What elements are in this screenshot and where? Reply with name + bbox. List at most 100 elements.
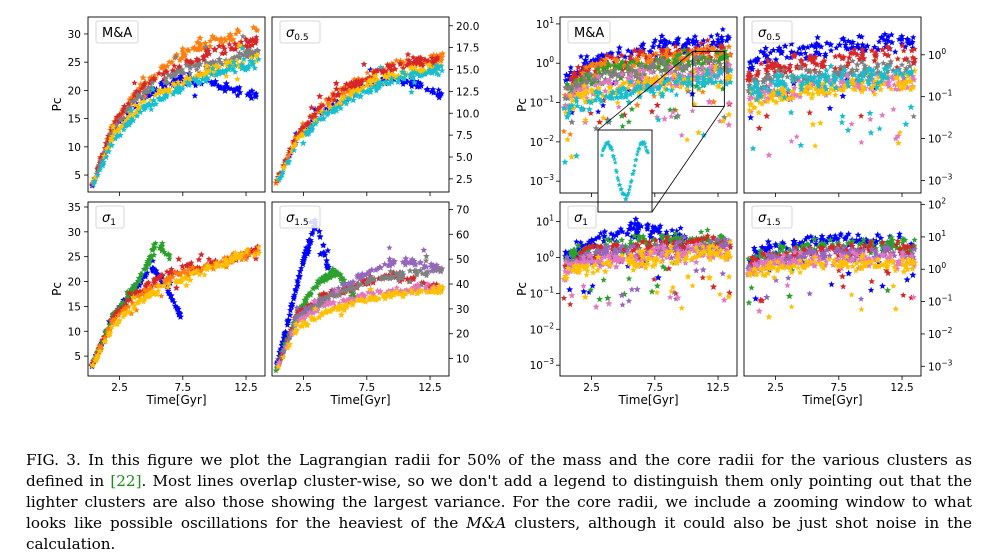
panel-points — [561, 216, 734, 311]
data-point — [788, 109, 795, 116]
data-point — [175, 255, 182, 262]
y-tick-label: 35 — [68, 202, 81, 214]
y-axis-label: Pc — [50, 98, 64, 112]
data-point — [895, 140, 902, 146]
data-point — [817, 120, 824, 126]
data-point — [405, 51, 412, 57]
data-point — [654, 102, 661, 109]
data-point — [810, 121, 817, 128]
data-point — [596, 296, 603, 302]
data-point — [192, 92, 199, 98]
data-point — [910, 34, 916, 40]
data-point — [421, 247, 428, 253]
data-point — [877, 125, 883, 131]
y-axis-label: Pc — [50, 282, 64, 296]
data-point — [845, 127, 852, 134]
data-point — [131, 80, 137, 86]
data-point — [892, 49, 899, 55]
data-point — [765, 151, 772, 158]
data-point — [634, 102, 641, 109]
y-tick-label: 15.0 — [456, 65, 479, 77]
y-tick-label: 10−3 — [928, 172, 953, 187]
data-point — [806, 109, 813, 115]
data-point — [832, 92, 838, 98]
data-point — [361, 61, 368, 67]
data-point — [626, 275, 632, 281]
data-point — [684, 137, 690, 143]
data-point — [600, 277, 607, 283]
data-point — [211, 46, 218, 53]
data-point — [568, 118, 575, 125]
data-point — [721, 114, 728, 121]
data-point — [747, 114, 754, 121]
data-point — [827, 105, 834, 111]
data-point — [386, 245, 392, 251]
y-tick-label: 10−3 — [530, 173, 555, 188]
data-point — [868, 129, 875, 136]
data-point — [812, 143, 818, 149]
data-point — [561, 128, 567, 134]
data-point — [629, 106, 635, 112]
data-point — [689, 108, 695, 114]
y-tick-label: 10 — [68, 326, 81, 338]
data-point — [593, 303, 600, 310]
data-point — [673, 92, 679, 98]
data-point — [787, 62, 793, 68]
y-tick-label: 10 — [68, 142, 81, 154]
y-tick-label: 25 — [68, 57, 81, 69]
data-point — [616, 44, 623, 51]
data-point — [849, 121, 855, 127]
data-point — [867, 110, 874, 117]
data-point — [580, 283, 586, 289]
y-tick-label: 10−1 — [928, 89, 953, 104]
data-point — [678, 225, 684, 231]
y-tick-label: 15 — [68, 301, 81, 313]
data-point — [578, 53, 584, 59]
x-axis-label: Time[Gyr] — [145, 393, 206, 407]
data-point — [788, 138, 794, 144]
data-point — [584, 53, 590, 59]
y-tick-label: 100 — [928, 47, 946, 62]
y-axis-label: Pc — [515, 98, 529, 112]
data-point — [561, 295, 567, 301]
data-point — [300, 139, 307, 146]
data-point — [832, 53, 838, 59]
panel-points — [272, 50, 446, 186]
data-point — [573, 152, 580, 159]
data-point — [756, 125, 763, 132]
data-point — [626, 298, 632, 304]
data-point — [794, 134, 800, 140]
panel-1: 2.55.07.510.012.515.017.520.0σ0.5 — [272, 17, 479, 196]
data-point — [580, 288, 587, 295]
data-point — [720, 26, 726, 32]
data-point — [408, 89, 415, 95]
data-point — [798, 50, 805, 56]
data-point — [839, 119, 846, 125]
data-point — [750, 145, 757, 151]
data-point — [762, 45, 769, 52]
data-point — [867, 116, 873, 122]
data-point — [700, 274, 706, 280]
data-point — [814, 34, 821, 40]
data-point — [772, 56, 779, 63]
data-point — [632, 216, 639, 223]
data-point — [595, 109, 601, 115]
data-point — [619, 123, 625, 129]
y-tick-label: 5.0 — [456, 152, 473, 164]
data-point — [183, 282, 190, 289]
data-point — [879, 112, 886, 118]
y-tick-label: 50 — [456, 254, 469, 266]
panel-points — [744, 31, 918, 158]
data-point — [654, 282, 661, 289]
y-tick-label: 30 — [456, 304, 469, 316]
x-tick-label: 12.5 — [418, 382, 441, 394]
data-point — [173, 284, 180, 291]
y-tick-label: 10−2 — [928, 131, 953, 146]
y-tick-label: 20 — [68, 85, 81, 97]
y-tick-label: 5 — [74, 170, 81, 182]
y-tick-label: 7.5 — [456, 130, 473, 142]
data-point — [615, 99, 621, 105]
